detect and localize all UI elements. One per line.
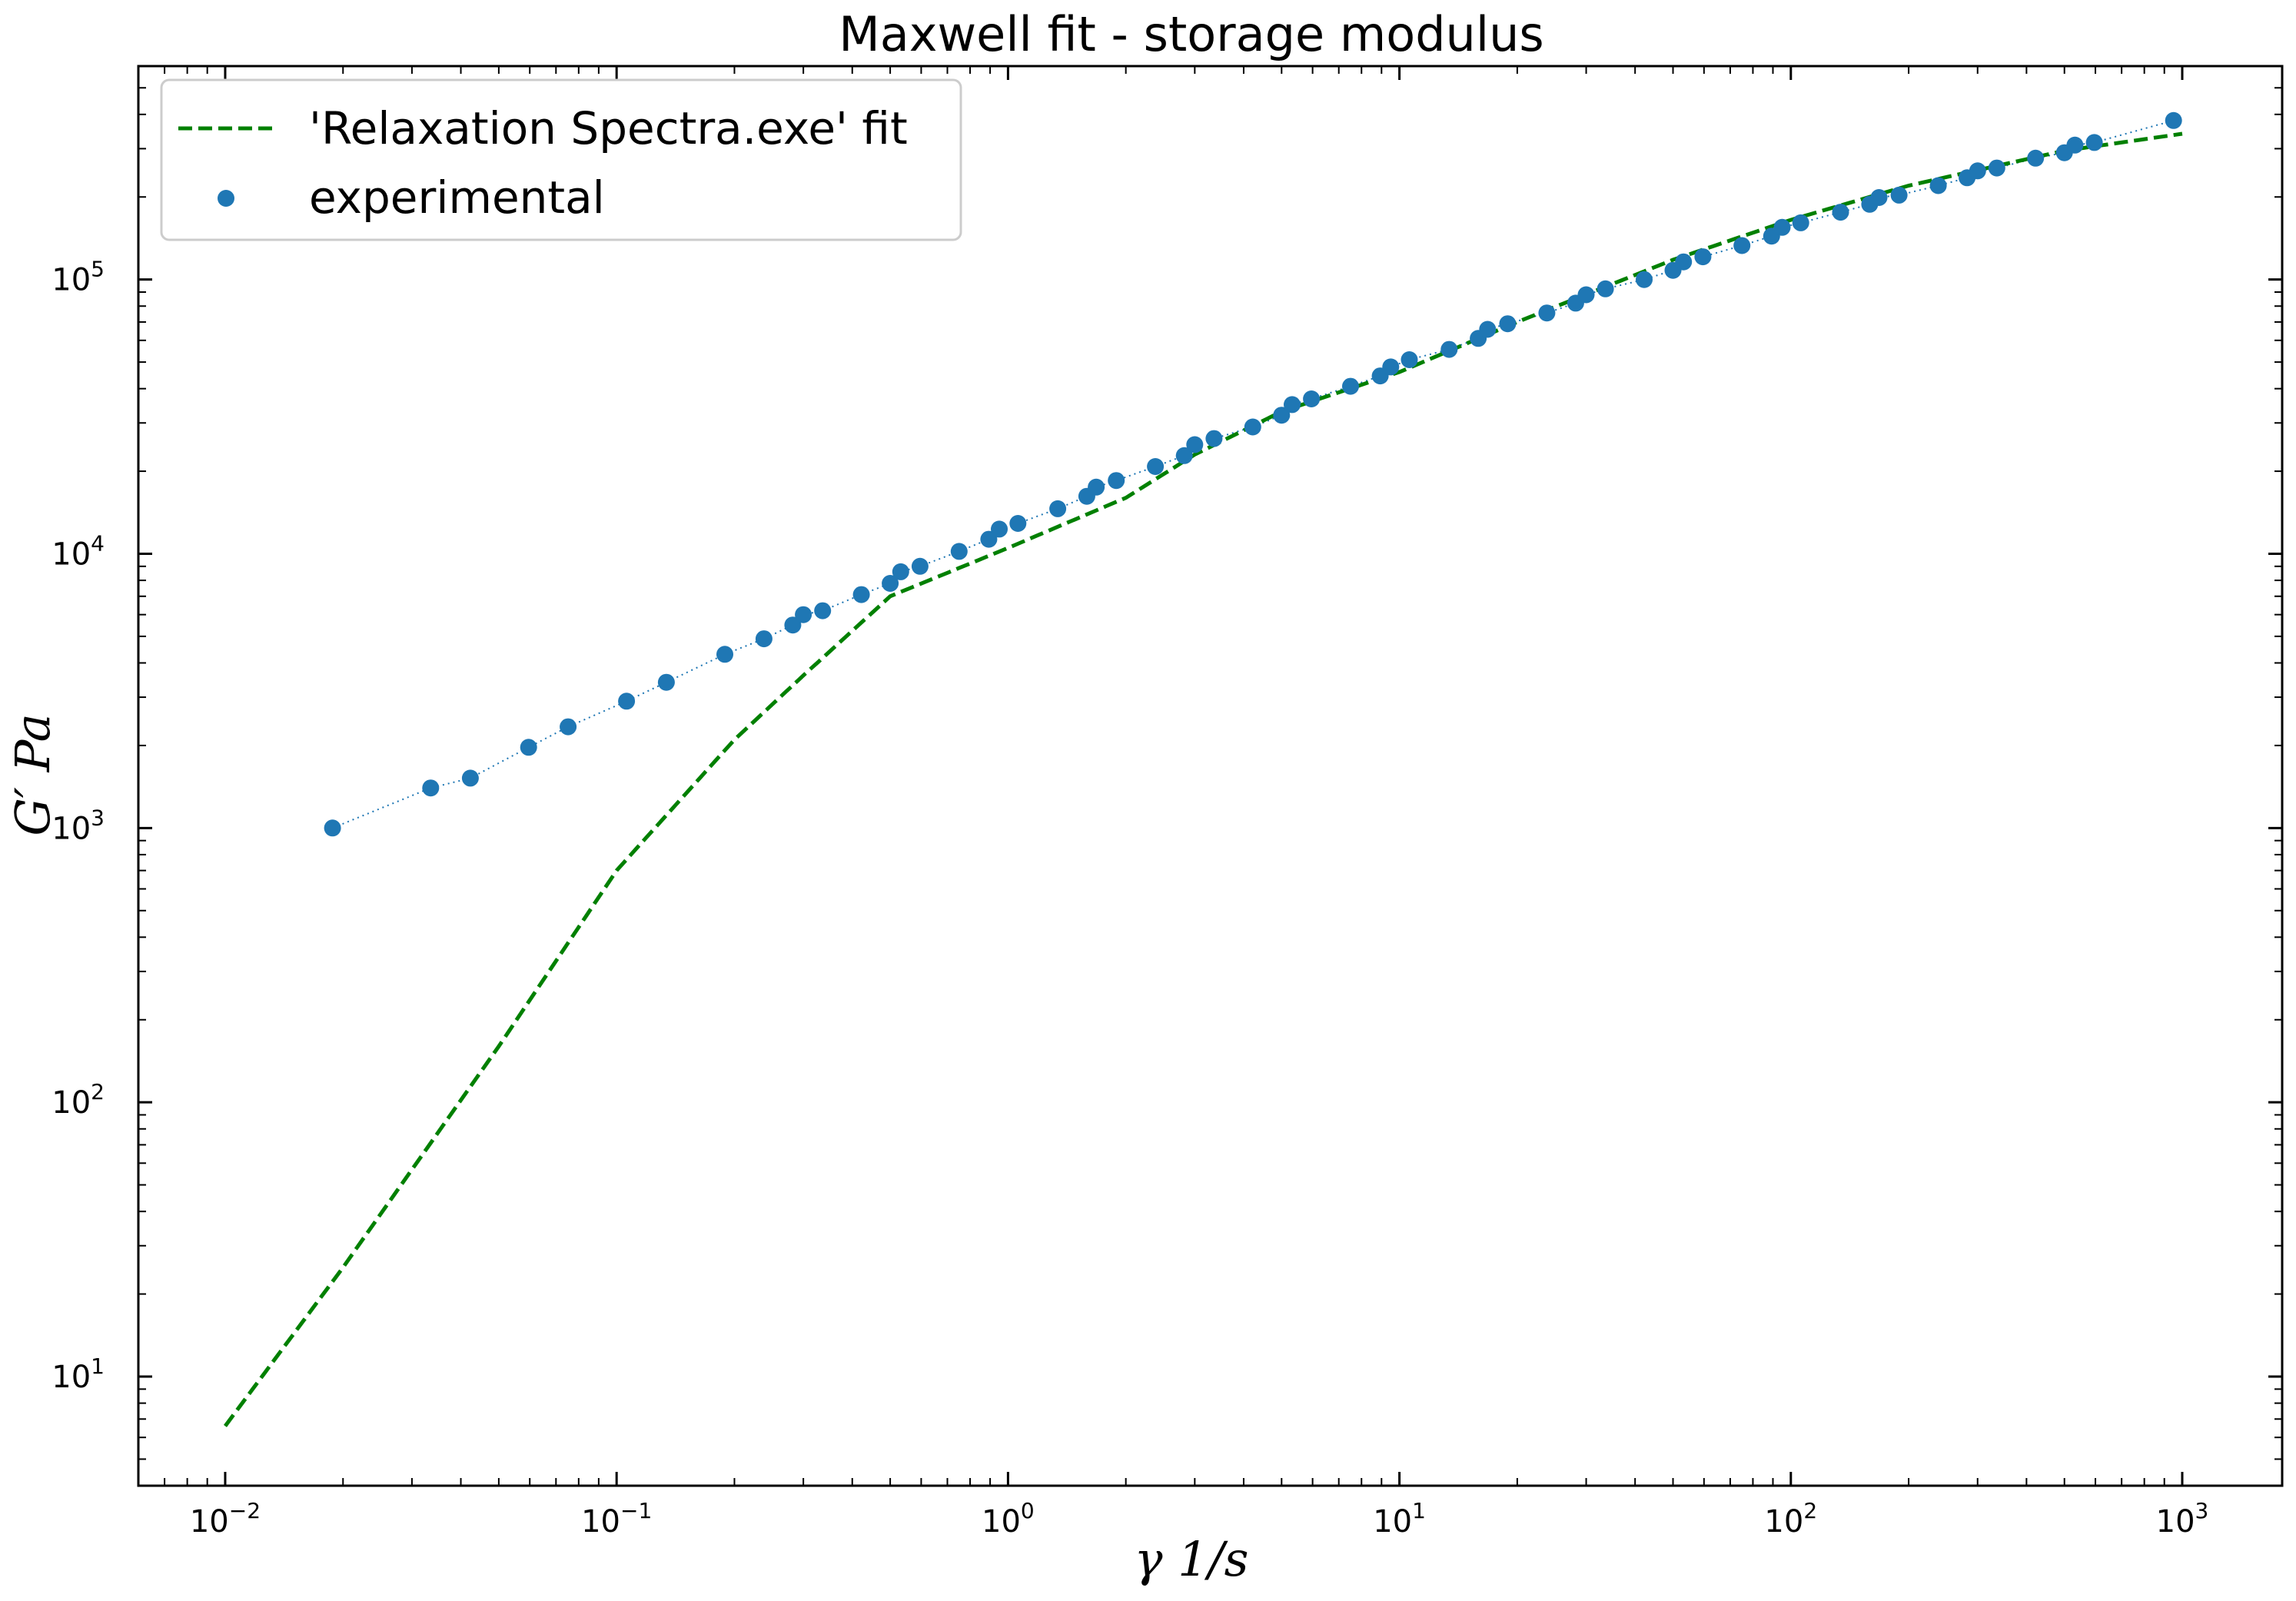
experimental-data-point (882, 575, 899, 592)
experimental-data-point (1205, 430, 1223, 447)
y-axis-label: G′ Pa (5, 713, 61, 835)
legend-box (160, 78, 962, 241)
experimental-data-point (1440, 340, 1458, 358)
experimental-data-point (1273, 407, 1291, 424)
legend-label-experimental: experimental (309, 171, 605, 224)
experimental-data-point (1175, 447, 1193, 464)
experimental-data-point (950, 543, 968, 560)
x-tick-label: 10−1 (581, 1498, 652, 1540)
chart-title: Maxwell fit - storage modulus (839, 6, 1543, 62)
experimental-data-point (657, 673, 675, 691)
experimental-data-point (1244, 418, 1261, 436)
experimental-data-point (1049, 500, 1067, 517)
experimental-data-point (2066, 136, 2084, 154)
experimental-data-point (1988, 159, 2005, 177)
experimental-data-point (1499, 315, 1517, 333)
experimental-data-point (1186, 436, 1204, 453)
experimental-data-point (1969, 162, 1986, 180)
experimental-data-point (2165, 111, 2182, 129)
experimental-data-point (560, 718, 577, 736)
experimental-data-point (1401, 351, 1418, 368)
fit-series-line (223, 131, 2183, 1427)
experimental-data-point (1694, 248, 1712, 266)
experimental-data-point (1284, 396, 1301, 414)
experimental-data-point (1870, 189, 1888, 206)
experimental-data-point (892, 563, 909, 580)
experimental-data-point (461, 769, 479, 787)
experimental-data-point (795, 606, 812, 623)
experimental-data-point (1108, 472, 1125, 490)
experimental-data-point (422, 779, 440, 797)
experimental-data-point (814, 602, 832, 619)
experimental-data-point (784, 616, 802, 634)
y-tick-label: 105 (52, 257, 105, 298)
plot-data (223, 111, 2183, 1427)
experimental-data-point (520, 739, 537, 756)
experimental-data-point (716, 646, 733, 663)
legend: 'Relaxation Spectra.exe' fit experimenta… (160, 78, 962, 241)
experimental-data-point (324, 819, 341, 837)
experimental-data-point (1009, 515, 1027, 532)
experimental-data-point (1303, 390, 1321, 407)
experimental-data-point (1088, 478, 1105, 496)
legend-label-fit: 'Relaxation Spectra.exe' fit (309, 102, 908, 154)
experimental-data-point (1832, 204, 1849, 221)
experimental-data-point (1538, 304, 1556, 322)
experimental-data-point (1342, 377, 1359, 395)
experimental-data-point (2027, 149, 2045, 167)
experimental-data-point (1675, 253, 1693, 271)
experimental-data-point (2085, 134, 2103, 151)
experimental-data-point (1479, 321, 1497, 338)
experimental-data-point (1577, 286, 1595, 304)
plot-frame (137, 65, 2284, 1487)
experimental-data-point (755, 630, 773, 648)
experimental-data-point (1733, 237, 1751, 254)
experimental-data-point (1382, 358, 1400, 376)
experimental-data-point (991, 520, 1008, 538)
experimental-data-point (1147, 458, 1165, 475)
experimental-data-point (1890, 186, 1908, 204)
experimental-data-point (1636, 271, 1653, 288)
experimental-data-point (852, 586, 870, 603)
experimental-data-point (980, 530, 998, 548)
experimental-data-point (1792, 214, 1809, 231)
experimental-data-point (1597, 280, 1614, 297)
x-axis-label: γ 1/s (1135, 1531, 1249, 1587)
experimental-data-point (1773, 218, 1791, 236)
experimental-data-point (911, 557, 929, 575)
experimental-data-point (618, 693, 636, 710)
experimental-data-point (1929, 177, 1947, 194)
legend-experimental-marker-swatch (218, 190, 234, 207)
